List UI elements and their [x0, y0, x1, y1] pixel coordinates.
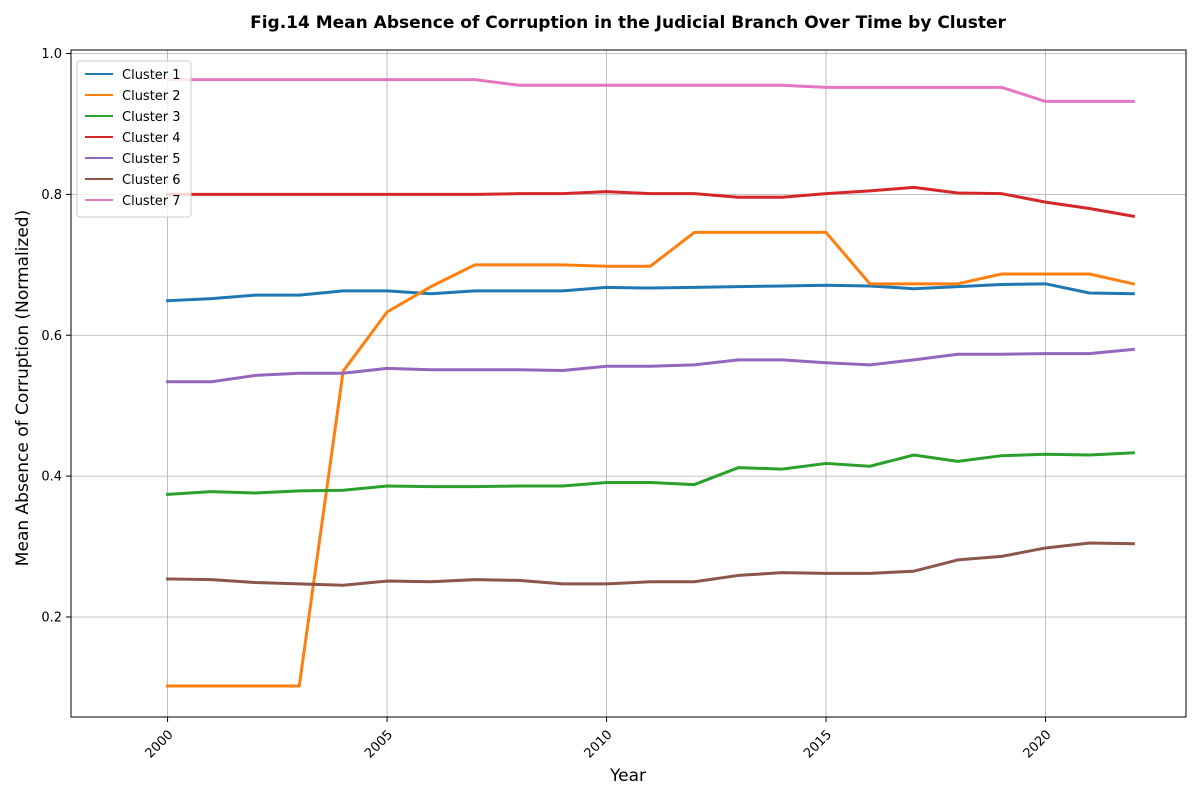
legend-label: Cluster 2: [122, 89, 181, 104]
y-tick-label: 0.2: [41, 610, 62, 625]
legend: Cluster 1 Cluster 2 Cluster 3 Cluster 4 Clus…: [76, 60, 192, 218]
series-line-cluster-2: [166, 230, 1136, 688]
y-tick-label: 1.0: [41, 47, 62, 62]
y-axis-ticks: 0.2 0.4 0.6 0.8 1.0: [41, 47, 71, 625]
legend-label: Cluster 7: [122, 194, 181, 209]
legend-label: Cluster 5: [122, 152, 181, 167]
series-line-cluster-6: [166, 541, 1135, 587]
y-tick-label: 0.8: [41, 188, 62, 203]
x-axis-label: Year: [609, 766, 646, 786]
legend-label: Cluster 6: [122, 173, 181, 188]
series-lines: [165, 78, 1136, 688]
series-line-cluster-1: [165, 282, 1135, 303]
y-tick-label: 0.4: [41, 470, 62, 485]
series-line-cluster-3: [165, 451, 1135, 497]
legend-label: Cluster 1: [122, 68, 181, 83]
legend-label: Cluster 4: [122, 131, 181, 146]
y-tick-label: 0.6: [41, 329, 62, 344]
legend-label: Cluster 3: [122, 110, 181, 125]
series-line-cluster-7: [166, 78, 1135, 103]
y-axis-label: Mean Absence of Corruption (Normalized): [13, 210, 33, 566]
plot-area-frame: [70, 49, 1187, 718]
series-line-cluster-5: [166, 347, 1135, 384]
chart-title: Fig.14 Mean Absence of Corruption in the…: [250, 13, 1006, 33]
series-line-cluster-4: [166, 185, 1136, 218]
